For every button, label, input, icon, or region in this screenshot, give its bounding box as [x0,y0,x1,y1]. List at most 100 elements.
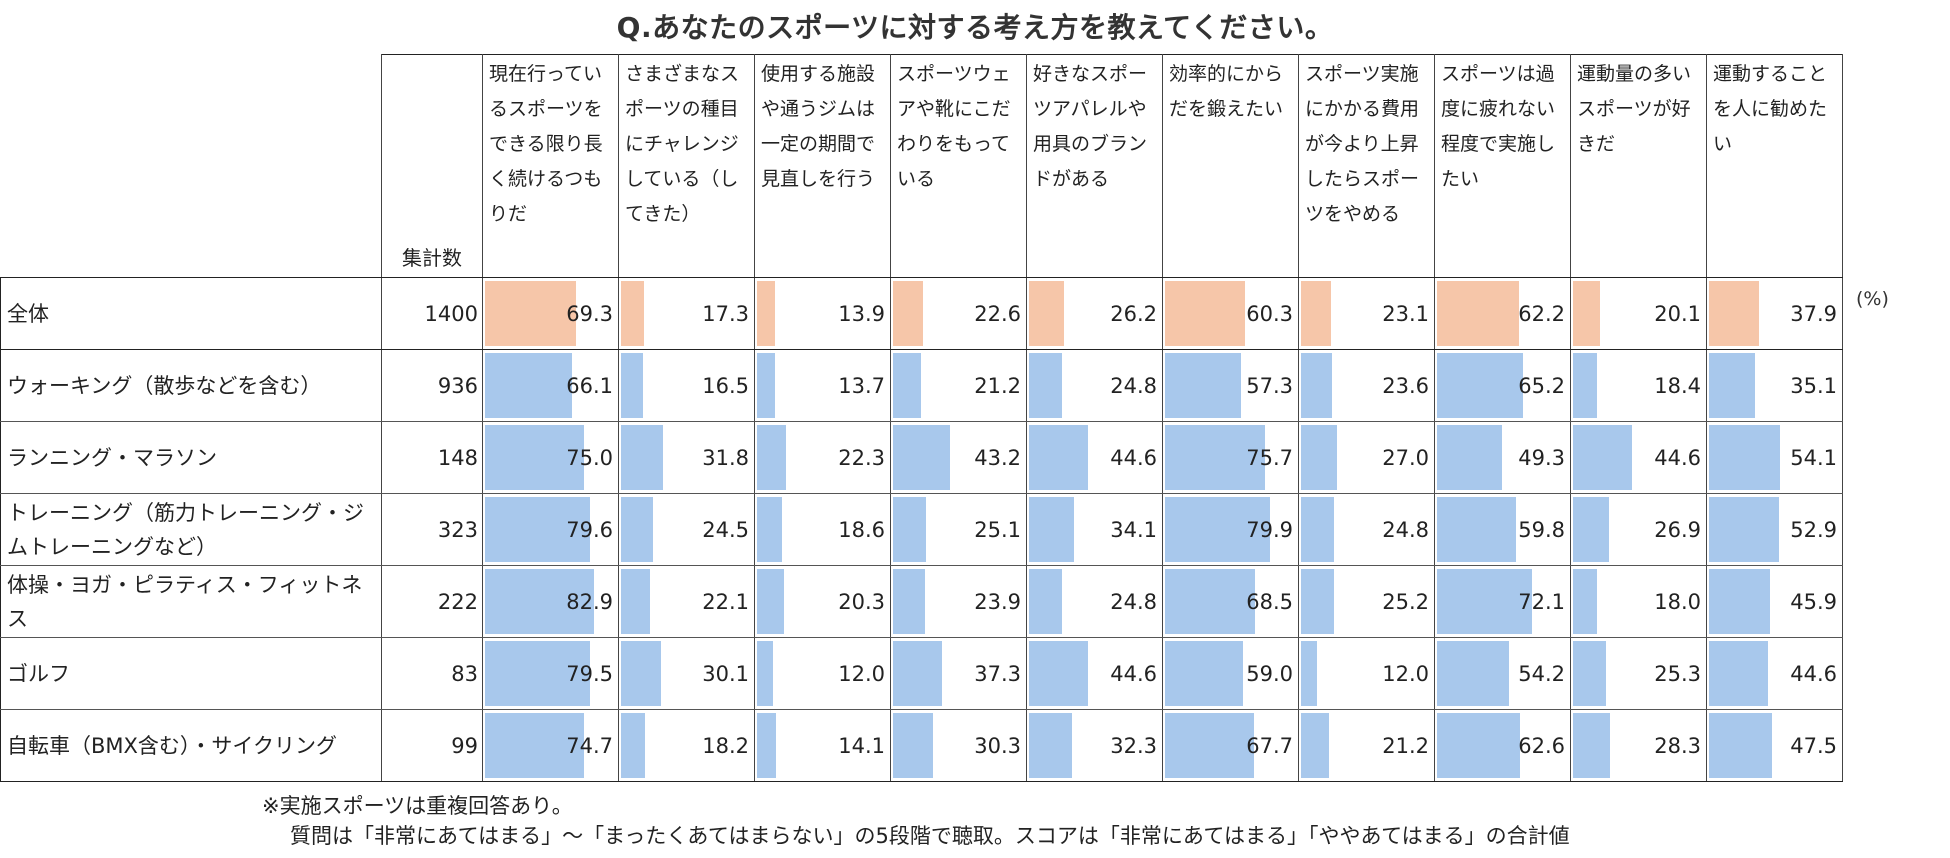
value-bar [1709,497,1779,562]
value-bar [757,425,787,490]
value-bar [757,497,782,562]
row-label: ウォーキング（散歩などを含む） [0,349,382,422]
column-header: スポーツ実施にかかる費用が今より上昇したらスポーツをやめる [1298,54,1435,278]
value-label: 23.1 [1382,301,1429,326]
value-label: 12.0 [838,661,885,686]
value-cell: 74.7 [482,709,619,782]
note-line-2: 質問は「非常にあてはまる」〜「まったくあてはまらない」の5段階で聴取。スコアは「… [290,824,1570,848]
value-cell: 16.5 [618,349,755,422]
value-bar [621,569,651,634]
corner-cell [0,54,382,278]
value-label: 52.9 [1790,517,1837,542]
value-bar [893,569,925,634]
value-label: 12.0 [1382,661,1429,686]
value-bar [1165,713,1255,778]
value-cell: 23.6 [1298,349,1435,422]
unit-label: (%) [1856,288,1889,310]
value-bar [621,281,644,346]
value-bar [893,353,921,418]
value-label: 35.1 [1790,373,1837,398]
value-bar [1165,425,1265,490]
value-cell: 17.3 [618,277,755,350]
value-label: 44.6 [1110,661,1157,686]
value-cell: 18.4 [1570,349,1707,422]
value-cell: 25.3 [1570,637,1707,710]
value-cell: 13.7 [754,349,891,422]
value-bar [1301,713,1329,778]
row-count: 323 [381,493,483,566]
value-bar [1029,353,1062,418]
value-label: 26.9 [1654,517,1701,542]
table-row: ランニング・マラソン 148 75.0 31.8 22.3 43.2 44.6 75.7 27.… [0,421,1843,494]
value-label: 18.0 [1654,589,1701,614]
value-label: 17.3 [702,301,749,326]
note-line-1: ※実施スポーツは重複回答あり。 [262,794,573,818]
value-label: 20.3 [838,589,885,614]
value-cell: 62.6 [1434,709,1571,782]
value-label: 37.3 [974,661,1021,686]
value-label: 20.1 [1654,301,1701,326]
value-bar [485,713,584,778]
value-bar [1029,641,1088,706]
value-label: 13.9 [838,301,885,326]
value-label: 59.0 [1246,661,1293,686]
value-bar [1709,641,1768,706]
column-header: 効率的にからだを鍛えたい [1162,54,1299,278]
value-bar [1573,569,1597,634]
row-label: 全体 [0,277,382,350]
value-label: 24.5 [702,517,749,542]
total-row: 全体 1400 69.3 17.3 13.9 22.6 26.2 60.3 23.1 62.2 20… [0,277,1843,350]
value-label: 74.7 [566,733,613,758]
table-body: 全体 1400 69.3 17.3 13.9 22.6 26.2 60.3 23.1 62.2 20… [0,277,1843,782]
value-cell: 14.1 [754,709,891,782]
value-bar [1437,569,1533,634]
value-cell: 37.9 [1706,277,1843,350]
count-column-header: 集計数 [381,54,483,278]
value-cell: 54.2 [1434,637,1571,710]
value-bar [1029,497,1074,562]
value-label: 24.8 [1382,517,1429,542]
value-label: 34.1 [1110,517,1157,542]
value-cell: 23.1 [1298,277,1435,350]
value-bar [1437,713,1520,778]
value-bar [1165,569,1256,634]
value-bar [485,641,590,706]
value-bar [893,641,943,706]
value-bar [1573,713,1611,778]
value-cell: 25.2 [1298,565,1435,638]
value-bar [1709,281,1760,346]
value-bar [1437,641,1509,706]
value-bar [1301,497,1334,562]
value-label: 57.3 [1246,373,1293,398]
value-bar [1165,497,1271,562]
value-cell: 49.3 [1434,421,1571,494]
value-label: 13.7 [838,373,885,398]
value-cell: 28.3 [1570,709,1707,782]
value-cell: 59.0 [1162,637,1299,710]
value-label: 27.0 [1382,445,1429,470]
value-bar [1437,425,1503,490]
value-bar [1029,425,1088,490]
value-cell: 59.8 [1434,493,1571,566]
value-cell: 82.9 [482,565,619,638]
value-cell: 69.3 [482,277,619,350]
value-bar [757,641,773,706]
value-label: 21.2 [1382,733,1429,758]
value-bar [1301,281,1332,346]
value-cell: 35.1 [1706,349,1843,422]
value-label: 22.3 [838,445,885,470]
value-label: 75.7 [1246,445,1293,470]
value-label: 79.6 [566,517,613,542]
value-bar [1437,497,1516,562]
value-bar [1165,281,1245,346]
value-label: 44.6 [1654,445,1701,470]
value-bar [621,353,643,418]
value-cell: 44.6 [1706,637,1843,710]
value-cell: 79.6 [482,493,619,566]
value-label: 24.8 [1110,589,1157,614]
value-bar [757,353,776,418]
column-header: 使用する施設や通うジムは一定の期間で見直しを行う [754,54,891,278]
value-bar [1301,353,1333,418]
row-count: 222 [381,565,483,638]
value-label: 43.2 [974,445,1021,470]
